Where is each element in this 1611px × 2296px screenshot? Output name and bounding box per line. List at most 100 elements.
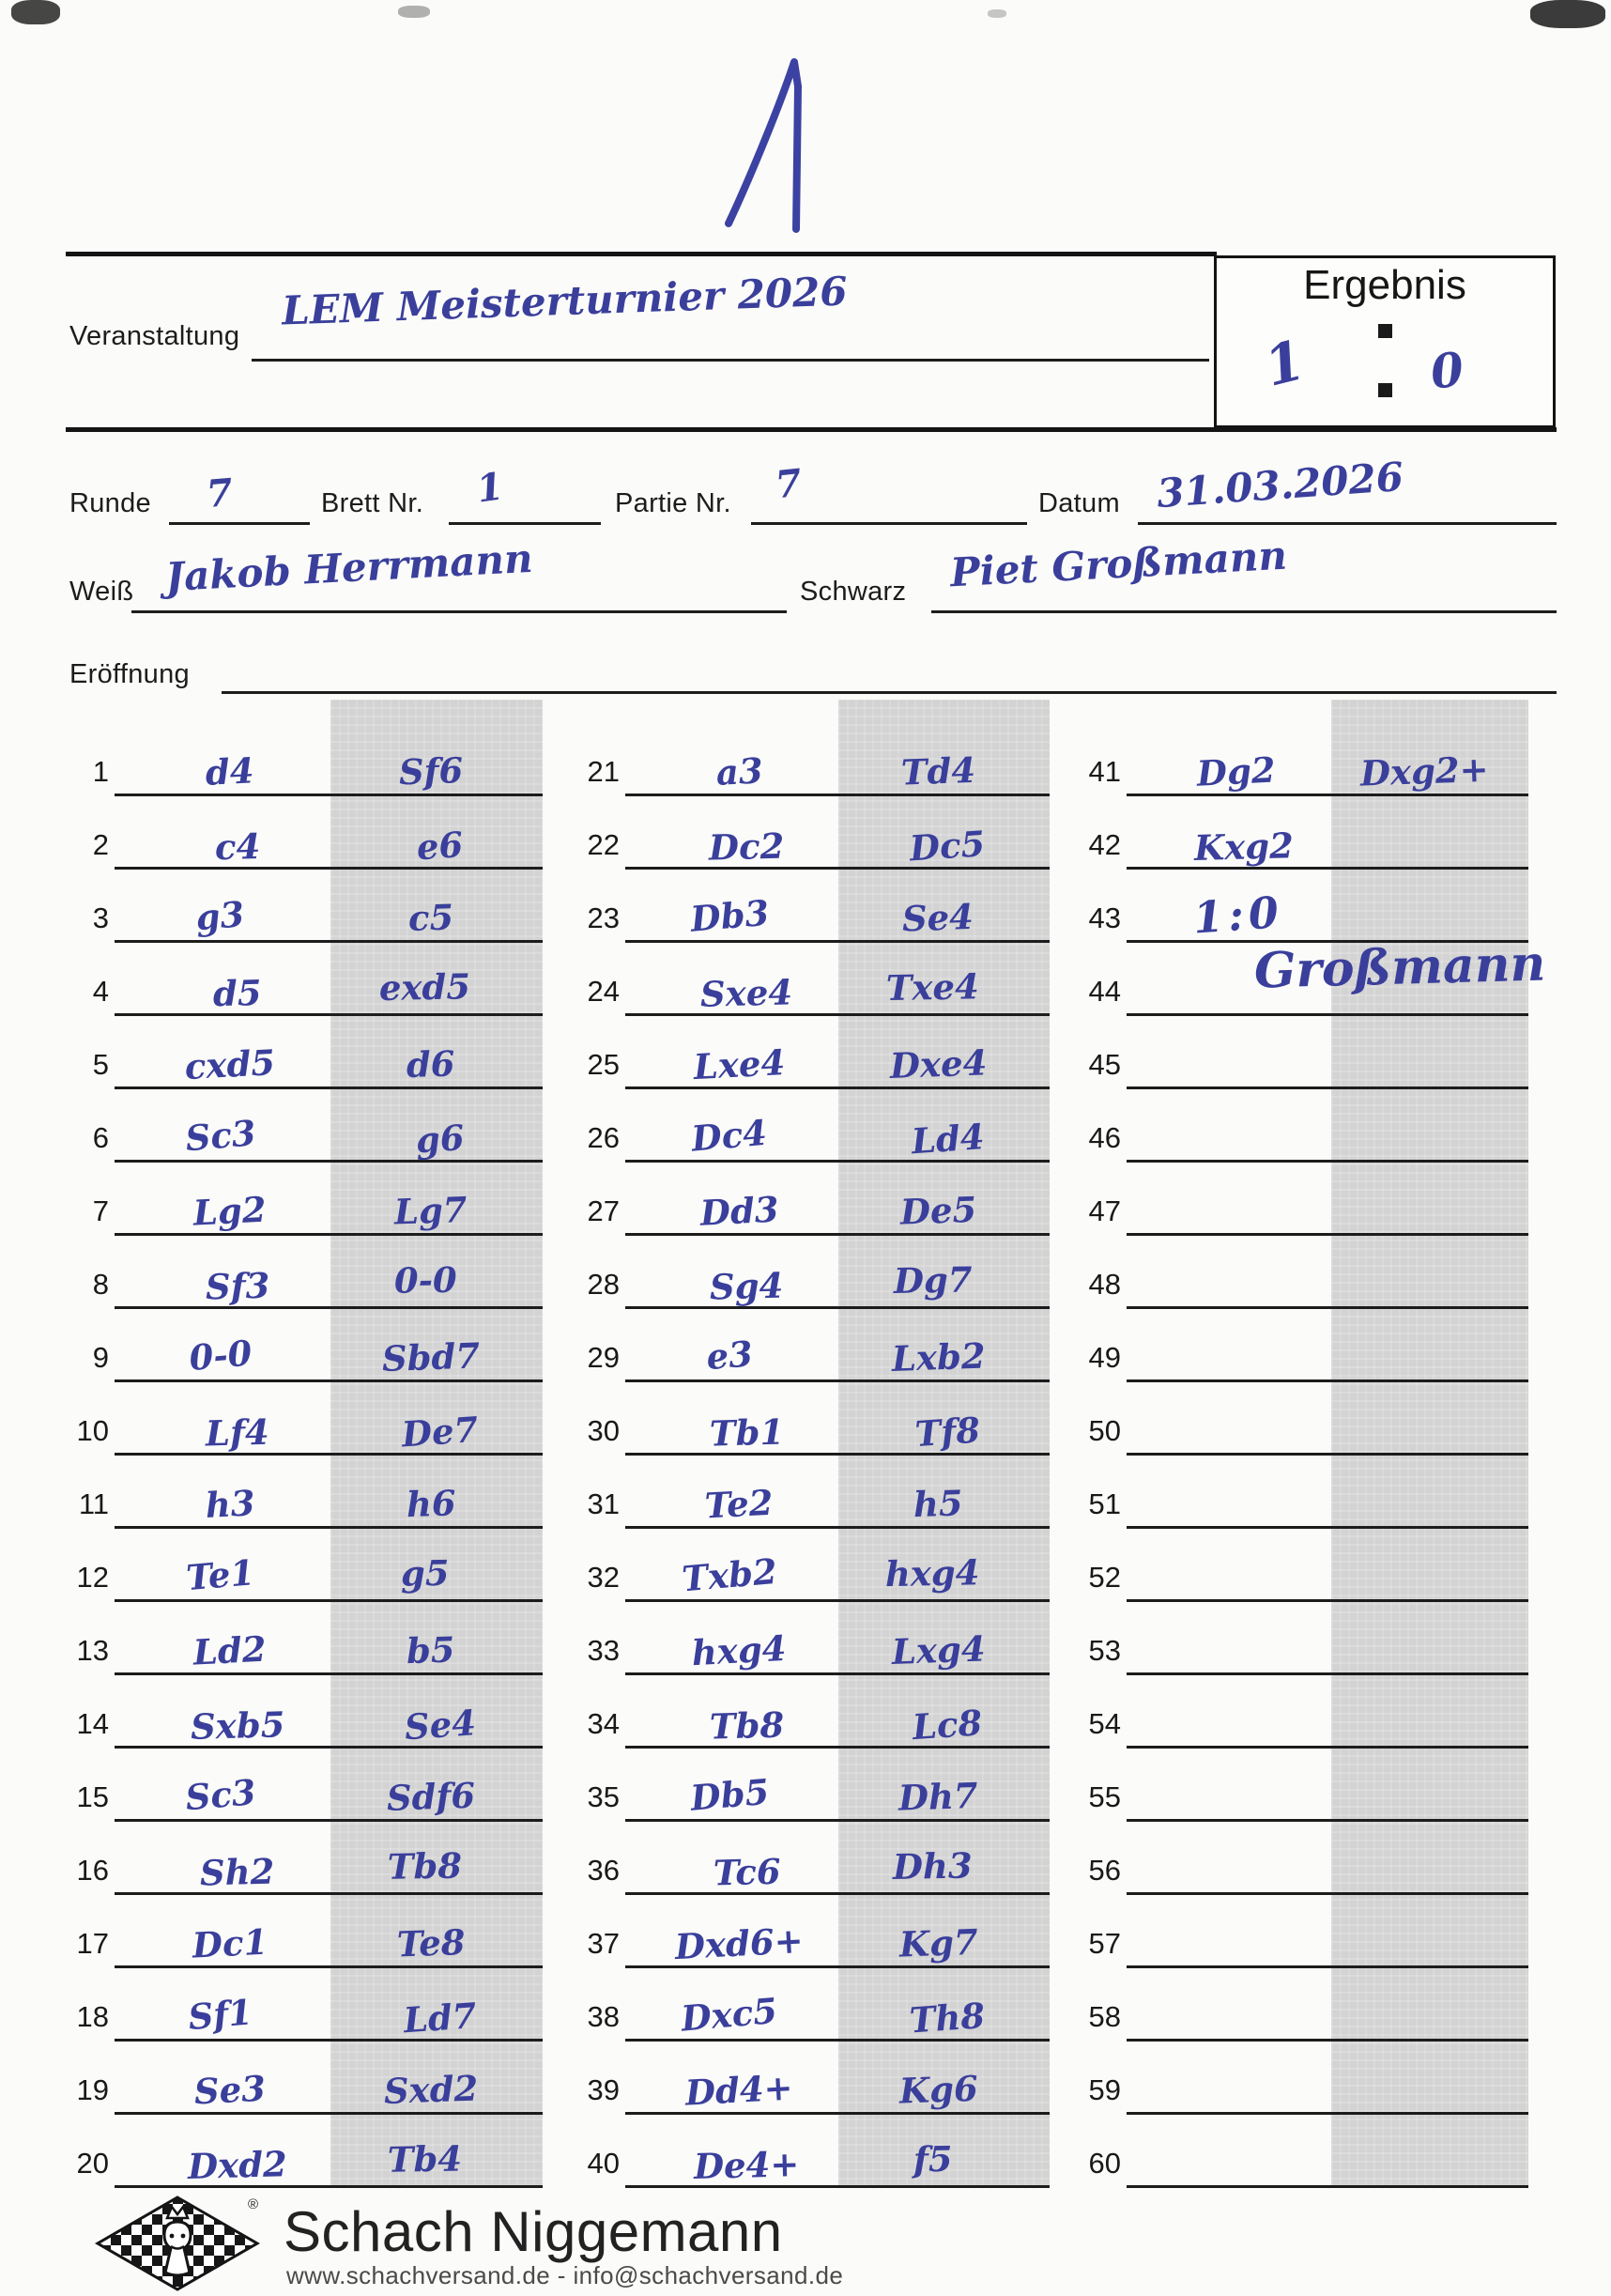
move-number: 52 <box>1088 1561 1121 1594</box>
move-number: 17 <box>76 1927 109 1960</box>
black-move-cell: Sf6 <box>330 723 543 796</box>
white-move-cell: Tc6 <box>625 1822 838 1895</box>
white-move-cell <box>1127 1456 1331 1529</box>
move-row: 49 <box>1080 1309 1528 1382</box>
move-row: 18 Sf1 Ld7 <box>68 1968 543 2042</box>
black-move-cell: Txe4 <box>838 943 1050 1016</box>
black-move-cell: g5 <box>330 1529 543 1602</box>
white-move-cell: e3 <box>625 1309 838 1382</box>
result-white-value: 1 <box>1258 328 1311 399</box>
black-move-cell: h5 <box>838 1456 1050 1529</box>
move-number: 31 <box>587 1487 620 1520</box>
moves-column-2: 21 a3 Td4 22 Dc2 Dc5 23 Db3 Se4 24 Sxe4 Txe4 25 Lxe4 D… <box>578 723 1050 2188</box>
move-row: 41 Dg2 Dxg2+ <box>1080 723 1528 796</box>
black-move-text: Th8 <box>908 1994 987 2042</box>
black-move-text: Kg6 <box>898 2067 978 2112</box>
move-row: 60 <box>1080 2115 1528 2188</box>
move-number: 2 <box>92 828 109 861</box>
move-number: 19 <box>76 2073 109 2106</box>
white-move-text: Sc3 <box>183 1112 257 1160</box>
move-row: 54 <box>1080 1675 1528 1749</box>
white-move-cell: Txb2 <box>625 1529 838 1602</box>
round-label: Runde <box>69 488 151 518</box>
black-move-cell: Lxb2 <box>838 1309 1050 1382</box>
black-move-cell: Tb8 <box>330 1822 543 1895</box>
move-row: 36 Tc6 Dh3 <box>578 1822 1050 1895</box>
move-row: 34 Tb8 Lc8 <box>578 1675 1050 1749</box>
white-move-cell: Dxd6+ <box>625 1895 838 1968</box>
white-move-cell: Lg2 <box>115 1163 330 1236</box>
black-move-cell: Lc8 <box>838 1675 1050 1749</box>
white-move-cell: Db5 <box>625 1749 838 1822</box>
white-move-text: Sxe4 <box>699 971 794 1015</box>
white-move-text: Dc4 <box>689 1111 769 1160</box>
move-number: 41 <box>1088 755 1121 788</box>
black-move-cell: b5 <box>330 1602 543 1675</box>
date-line <box>1138 522 1557 525</box>
black-move-text: Dh3 <box>892 1844 974 1888</box>
white-move-cell: Sxb5 <box>115 1675 330 1749</box>
black-move-text: Dc5 <box>908 822 987 870</box>
black-move-cell: Dxg2+ <box>1331 723 1528 796</box>
white-move-cell: Dxd2 <box>115 2115 330 2188</box>
result-box: Ergebnis 1 0 <box>1214 255 1556 428</box>
black-move-cell <box>1331 1529 1528 1602</box>
white-move-text: Ld2 <box>192 1627 268 1673</box>
black-move-cell: Lxg4 <box>838 1602 1050 1675</box>
white-move-text: Se3 <box>192 2067 267 2113</box>
footer-brand: Schach Niggemann <box>284 2200 783 2263</box>
white-move-text: Dd4+ <box>683 2066 794 2114</box>
white-move-text: Dxc5 <box>679 1989 779 2040</box>
black-move-cell: Sdf6 <box>330 1749 543 1822</box>
black-move-cell: Tb4 <box>330 2115 543 2188</box>
black-move-cell <box>1331 1749 1528 1822</box>
white-move-cell: Tb1 <box>625 1382 838 1456</box>
white-player-line <box>131 610 787 613</box>
black-move-cell <box>1331 870 1528 943</box>
white-move-text: Sxb5 <box>190 1703 285 1748</box>
white-move-text: Dc2 <box>708 824 786 869</box>
move-number: 32 <box>587 1561 620 1594</box>
move-number: 23 <box>587 901 620 934</box>
white-move-text: Sc3 <box>183 1771 257 1819</box>
move-number: 24 <box>587 975 620 1008</box>
move-number: 30 <box>587 1414 620 1447</box>
black-move-cell: Dh7 <box>838 1749 1050 1822</box>
black-player-line <box>931 610 1557 613</box>
black-player-value: Piet Großmann <box>948 532 1288 596</box>
registered-mark: ® <box>248 2196 258 2212</box>
move-number: 39 <box>587 2073 620 2106</box>
scan-artifact <box>11 0 60 24</box>
footer-website: www.schachversand.de <box>286 2261 551 2289</box>
black-move-cell: Ld7 <box>330 1968 543 2042</box>
move-row: 7 Lg2 Lg7 <box>68 1163 543 1236</box>
grey-band-col1 <box>330 700 543 2188</box>
move-row: 19 Se3 Sxd2 <box>68 2042 543 2115</box>
move-number: 8 <box>92 1268 109 1301</box>
move-row: 42 Kxg2 <box>1080 796 1528 870</box>
black-move-cell <box>1331 943 1528 1016</box>
black-move-cell <box>1331 1895 1528 1968</box>
white-move-text: Dg2 <box>1195 748 1277 794</box>
black-move-text: Lxg4 <box>890 1627 986 1672</box>
white-player-label: Weiß <box>69 577 134 607</box>
move-number: 54 <box>1088 1707 1121 1740</box>
black-move-cell <box>1331 1382 1528 1456</box>
move-row: 16 Sh2 Tb8 <box>68 1822 543 1895</box>
white-move-cell <box>1127 1016 1331 1089</box>
move-number: 1 <box>92 755 109 788</box>
move-number: 6 <box>92 1121 109 1154</box>
move-row: 45 <box>1080 1016 1528 1089</box>
black-move-cell <box>1331 796 1528 870</box>
move-number: 50 <box>1088 1414 1121 1447</box>
black-move-cell: Tf8 <box>838 1382 1050 1456</box>
black-move-text: 0-0 <box>393 1258 457 1302</box>
black-move-cell: c5 <box>330 870 543 943</box>
white-move-cell <box>1127 1236 1331 1309</box>
move-number: 18 <box>76 2000 109 2033</box>
black-move-cell <box>1331 1602 1528 1675</box>
white-move-cell: h3 <box>115 1456 330 1529</box>
move-row: 23 Db3 Se4 <box>578 870 1050 943</box>
move-row: 38 Dxc5 Th8 <box>578 1968 1050 2042</box>
black-move-text: h6 <box>405 1482 456 1526</box>
